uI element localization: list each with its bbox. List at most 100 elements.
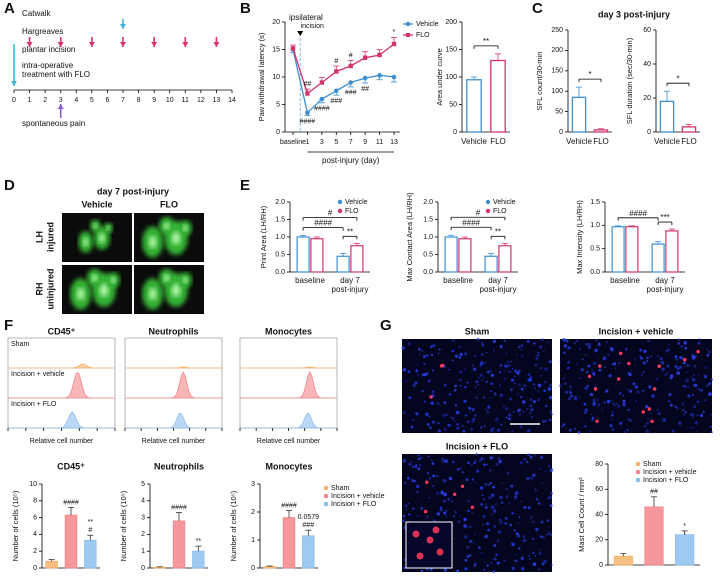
legend-marker [635,469,641,475]
nucleus [524,540,527,542]
nucleus [537,351,540,354]
nucleus [550,413,554,416]
y-axis-label: Area under curve [435,48,444,106]
nucleus [486,522,490,526]
timeline-row-label: Catwalk [22,9,51,18]
nucleus [513,382,516,384]
nucleus [499,393,503,397]
nucleus [694,384,698,387]
axis-label: Relative cell number [257,438,321,445]
nucleus [522,535,526,538]
legend-label: Sham [643,461,661,468]
nucleus [579,348,582,350]
bar [571,96,587,133]
nucleus [567,361,570,364]
legend-label: Vehicle [493,199,516,206]
legend-marker [635,461,641,467]
nucleus [499,384,502,387]
panel-title: Sham [465,326,490,336]
nucleus [481,341,484,344]
nucleus [438,348,441,351]
nucleus [471,364,474,367]
incision-marker [297,31,304,36]
nucleus [529,412,532,415]
nucleus [569,385,572,388]
nucleus [708,350,711,354]
nucleus [629,419,632,422]
nucleus [504,517,508,520]
nucleus [401,519,406,523]
nucleus [569,391,573,395]
bar-annotation: 0.0579 [298,514,320,521]
nucleus [473,461,476,465]
nucleus [402,459,407,463]
nucleus [670,403,673,407]
nucleus [472,367,477,372]
nucleus [501,482,503,484]
bar [681,126,697,133]
nucleus [484,362,487,364]
nucleus [427,379,431,383]
y-tick-label: 20 [643,95,651,102]
nucleus [411,465,414,469]
nucleus [639,355,642,358]
x-tick-label: baseline [443,276,473,285]
nucleus [691,426,693,429]
nucleus [508,370,511,373]
bar-annotation: ## [650,489,658,496]
y-tick-label: 250 [551,27,563,34]
arrow-head [182,42,189,47]
nucleus [561,424,564,428]
nucleus [657,409,659,411]
y-axis-label: Print Area (LH/RH) [259,205,268,268]
nucleus [448,393,452,396]
legend-marker [635,477,641,483]
nucleus [708,392,712,396]
nucleus [463,399,467,403]
row-label: Incision + vehicle [11,371,65,378]
nucleus [528,554,531,557]
nucleus [499,520,503,524]
nucleus [544,367,548,371]
nucleus [519,461,524,465]
y-tick-label: 40 [643,61,651,68]
series-line [292,43,395,95]
nucleus [622,394,624,397]
bar [665,230,679,273]
chart-title: day 3 post-injury [598,9,670,19]
y-tick-label: 50 [555,108,563,115]
timeline-tick-label: 2 [43,97,47,104]
nucleus [674,365,678,368]
nucleus [485,380,488,383]
nucleus [562,338,566,342]
row-label: RH [34,283,44,296]
nucleus [610,348,614,352]
nucleus [471,478,474,481]
point [319,96,325,102]
y-tick-label: 1.0 [275,234,285,241]
nucleus [529,455,533,459]
nucleus [610,424,613,427]
nucleus [592,402,596,406]
nucleus [478,546,481,549]
legend-label: FLO [345,208,359,215]
nucleus [661,371,663,374]
nucleus [483,463,486,467]
nucleus [459,515,462,518]
nucleus [425,412,429,416]
nucleus [684,411,687,414]
nucleus [408,513,411,516]
y-tick-label: 15 [272,46,280,53]
bar [310,238,324,273]
nucleus [682,385,685,388]
legend-marker [405,21,411,27]
nucleus [426,515,429,519]
nucleus [481,379,484,382]
bar [336,255,350,273]
arrow-head [26,42,33,47]
nucleus [538,499,540,502]
significance-label: ** [495,227,501,236]
nucleus [544,381,547,384]
nucleus [538,552,542,556]
micrograph [402,339,552,433]
